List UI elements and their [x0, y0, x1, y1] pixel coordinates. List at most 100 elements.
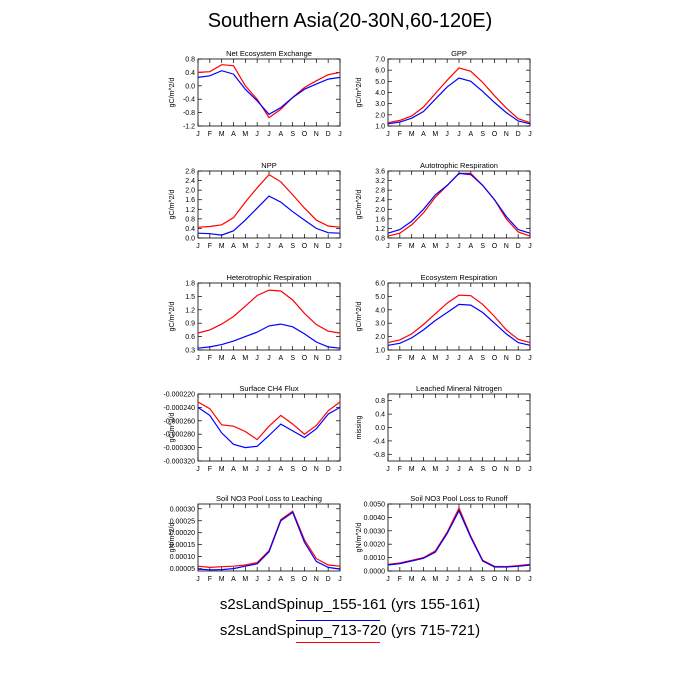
x-tick-label: F	[208, 243, 212, 250]
y-tick-label: -0.4	[373, 438, 385, 445]
series-line	[387, 506, 531, 568]
x-tick-label: M	[242, 355, 248, 362]
y-tick-label: 0.0	[185, 83, 195, 90]
x-tick-label: A	[278, 576, 283, 583]
y-tick-label: 0.0000	[364, 569, 386, 576]
x-tick-label: J	[445, 576, 449, 583]
y-tick-label: 2.8	[185, 169, 195, 176]
y-tick-label: 4.0	[375, 90, 385, 97]
chart-title: GPP	[451, 49, 467, 58]
chart-title: Heterotrophic Respiration	[226, 273, 311, 282]
y-tick-label: -0.000280	[163, 432, 195, 439]
x-tick-label: O	[492, 243, 498, 250]
x-tick-label: A	[421, 466, 426, 473]
y-tick-label: 0.4	[185, 70, 195, 77]
x-tick-label: O	[492, 131, 498, 138]
y-axis-label: gC/m^2/d	[356, 190, 363, 220]
y-tick-label: 2.0	[375, 207, 385, 214]
y-tick-label: 0.0030	[364, 528, 386, 535]
y-tick-label: 1.0	[375, 124, 385, 131]
x-tick-label: J	[196, 355, 200, 362]
x-tick-label: J	[338, 576, 342, 583]
y-tick-label: 0.6	[185, 334, 195, 341]
x-tick-label: O	[492, 466, 498, 473]
x-tick-label: A	[468, 355, 473, 362]
x-tick-label: S	[480, 131, 485, 138]
y-axis-label: gC/m^2/d	[169, 78, 176, 108]
y-tick-label: 0.00015	[170, 542, 195, 549]
series-line	[197, 195, 341, 236]
x-tick-label: M	[409, 243, 415, 250]
plot-frame	[387, 58, 531, 127]
y-axis-label: gC/m^2/d	[356, 78, 363, 108]
y-tick-label: -0.000220	[163, 392, 195, 399]
y-tick-label: 2.0	[185, 188, 195, 195]
chart-panel-10: Soil NO3 Pool Loss to Runoff 0.0050 0.0040…	[356, 494, 532, 583]
y-tick-label: 0.8	[185, 216, 195, 223]
x-tick-label: D	[516, 466, 521, 473]
x-tick-label: D	[326, 466, 331, 473]
y-tick-label: 5.0	[375, 294, 385, 301]
x-tick-label: J	[196, 243, 200, 250]
x-tick-label: S	[290, 576, 295, 583]
y-tick-label: 1.2	[185, 207, 195, 214]
y-tick-label: -0.000240	[163, 405, 195, 412]
x-tick-label: D	[516, 131, 521, 138]
series-line	[197, 406, 341, 449]
series-line	[197, 510, 341, 569]
chart-panel-1: Net Ecosystem Exchange 0.8 0.4 0.0 -0.4 -0.8 -…	[169, 49, 342, 138]
x-tick-label: F	[398, 576, 402, 583]
y-tick-label: 3.0	[375, 101, 385, 108]
chart-panel-4: Autotrophic Respiration 3.6 3.2 2.8 2.4 2.0 1.…	[356, 161, 532, 250]
y-tick-label: -0.8	[183, 110, 195, 117]
x-tick-label: A	[231, 355, 236, 362]
x-tick-label: O	[302, 355, 308, 362]
y-tick-label: 3.6	[375, 169, 385, 176]
y-tick-label: 2.4	[375, 197, 385, 204]
x-tick-label: J	[528, 131, 532, 138]
y-axis-label: gN/m^2/d	[356, 523, 363, 553]
x-tick-label: M	[219, 131, 225, 138]
plot-frame	[387, 282, 531, 351]
x-tick-label: D	[326, 243, 331, 250]
y-tick-label: -0.4	[183, 97, 195, 104]
x-tick-label: M	[219, 576, 225, 583]
x-tick-label: J	[267, 576, 271, 583]
x-tick-label: N	[504, 355, 509, 362]
x-tick-label: J	[528, 355, 532, 362]
y-tick-label: 1.8	[185, 281, 195, 288]
y-tick-label: 0.00030	[170, 506, 195, 513]
x-tick-label: M	[409, 466, 415, 473]
x-tick-label: D	[326, 131, 331, 138]
x-tick-label: J	[457, 243, 461, 250]
y-axis-label: gC/m^2/d	[356, 302, 363, 332]
chart-title: Autotrophic Respiration	[420, 161, 498, 170]
x-tick-label: O	[302, 243, 308, 250]
x-tick-label: J	[457, 355, 461, 362]
x-tick-label: F	[398, 355, 402, 362]
y-tick-label: 1.2	[185, 307, 195, 314]
y-tick-label: 1.2	[375, 226, 385, 233]
series-line	[387, 67, 531, 124]
series-line	[197, 401, 341, 441]
x-tick-label: O	[302, 131, 308, 138]
y-tick-label: 0.4	[375, 412, 385, 419]
series-line	[197, 64, 341, 119]
x-tick-label: J	[255, 576, 259, 583]
x-tick-label: S	[480, 243, 485, 250]
y-tick-label: 2.8	[375, 188, 385, 195]
chart-title: Net Ecosystem Exchange	[226, 49, 312, 58]
chart-panel-7: Surface CH4 Flux -0.000220 -0.000240 -0.000…	[163, 384, 341, 473]
x-tick-label: N	[314, 243, 319, 250]
x-tick-label: J	[196, 131, 200, 138]
x-tick-label: A	[421, 355, 426, 362]
x-tick-label: J	[528, 576, 532, 583]
x-tick-label: A	[278, 355, 283, 362]
x-tick-label: J	[445, 243, 449, 250]
series-line	[387, 172, 531, 234]
series-line	[387, 172, 531, 237]
plot-frame	[197, 58, 341, 127]
x-tick-label: D	[326, 355, 331, 362]
legend-entry-1: s2sLandSpinup_155-161 (yrs 155-161)	[219, 596, 481, 613]
